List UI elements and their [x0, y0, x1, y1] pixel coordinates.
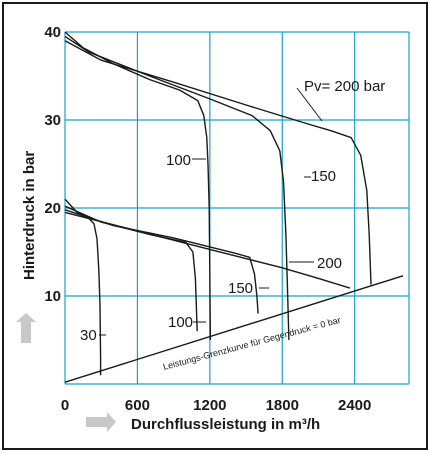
x-tick-1: 600: [125, 397, 150, 414]
y-arrow-icon: [16, 313, 36, 343]
series-upper-200: [64, 40, 372, 285]
tick-labels: 0 600 1200 1800 2400 10 20 30 40: [44, 24, 371, 414]
pressure-label: Pv= 200 bar: [304, 78, 385, 95]
series-lower-30: [64, 198, 102, 376]
x-axis-label: Durchflussleistung in m³/h: [131, 416, 320, 433]
x-arrow-icon: [86, 412, 116, 432]
series-lower-200: [64, 211, 351, 289]
label-upper-150: 150: [311, 168, 336, 185]
label-lower-200: 200: [317, 255, 342, 272]
chart-svg: 0 600 1200 1800 2400 10 20 30 40 Pv= 200 bar 100…: [16, 24, 410, 433]
series-upper-150: [64, 35, 290, 341]
series-curves: [64, 31, 372, 376]
y-tick-1: 20: [44, 200, 61, 217]
limit-curve: [64, 275, 404, 383]
label-upper-100: 100: [166, 152, 191, 169]
annotations: Pv= 200 bar 100 150 200 150 100 30 Leist…: [80, 78, 385, 372]
y-axis-label: Hinterdruck in bar: [21, 151, 38, 280]
label-lower-150: 150: [228, 280, 253, 297]
label-lower-30: 30: [80, 327, 97, 344]
x-tick-4: 2400: [338, 397, 371, 414]
leader-pv: [296, 87, 323, 122]
x-tick-3: 1800: [266, 397, 299, 414]
y-tick-3: 40: [44, 24, 61, 41]
chart-figure: 0 600 1200 1800 2400 10 20 30 40 Pv= 200 bar 100…: [2, 2, 428, 450]
x-tick-2: 1200: [193, 397, 226, 414]
limit-curve-line: [64, 275, 404, 383]
y-tick-0: 10: [44, 288, 61, 305]
series-lower-100: [64, 205, 198, 332]
x-tick-0: 0: [61, 397, 69, 414]
y-tick-2: 30: [44, 112, 61, 129]
axis-labels: Durchflussleistung in m³/h Hinterdruck i…: [16, 151, 320, 433]
label-lower-100: 100: [168, 314, 193, 331]
